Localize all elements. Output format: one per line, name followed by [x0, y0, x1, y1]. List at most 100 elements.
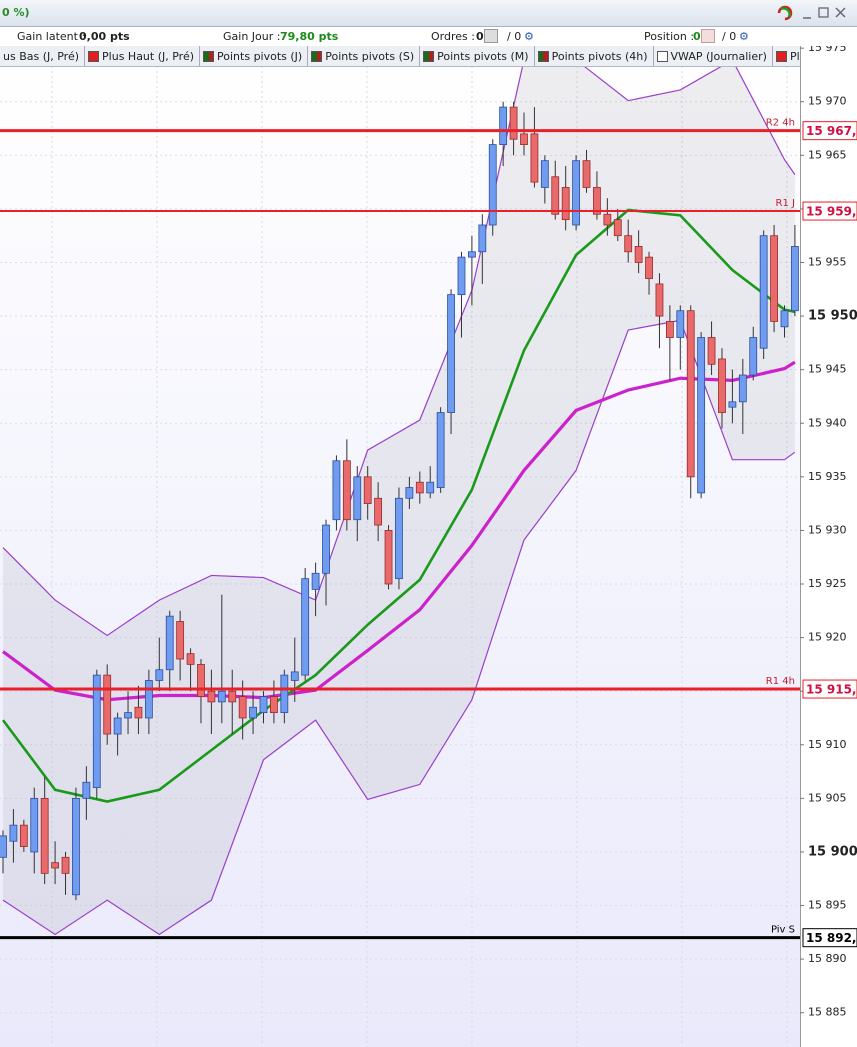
position-icon[interactable] [701, 29, 715, 43]
candle-body [603, 213, 612, 226]
candle-body [457, 256, 466, 296]
tab-swatch [775, 50, 787, 62]
candle-body [530, 133, 539, 183]
swatch-part [89, 51, 99, 61]
y-tick-label: 15 975 [808, 46, 847, 54]
candle-body [738, 374, 747, 403]
candle-body [488, 144, 497, 226]
candle-body [499, 106, 508, 145]
candle-body [395, 497, 403, 580]
candle-body [384, 530, 393, 585]
y-tick-label: 15 885 [808, 1006, 847, 1019]
candle-body [686, 310, 695, 478]
tab-label: us Bas (J, Pré) [3, 49, 80, 63]
candle-body [665, 321, 674, 338]
candle-body [92, 674, 101, 789]
candle-body [770, 235, 778, 322]
indicator-tab[interactable]: Points pivots (S) [308, 46, 421, 66]
candle-body [40, 797, 49, 874]
candle-body [645, 256, 653, 279]
level-tag [802, 121, 857, 141]
indicator-tab[interactable]: Plus Haut (M) [773, 46, 800, 66]
candle-body [697, 337, 706, 494]
y-tick-label: 15 935 [808, 470, 847, 483]
position-settings[interactable]: ⚙ [739, 30, 749, 43]
swatch-part [316, 51, 322, 61]
indicator-tabs: us Bas (J, Pré) Plus Haut (J, Pré) Points … [0, 46, 800, 67]
swatch-part [208, 51, 214, 61]
candle-body [290, 671, 299, 681]
candle-body [186, 653, 195, 665]
candle-body [134, 706, 143, 719]
candle-body [353, 476, 362, 521]
indicator-tab[interactable]: Points pivots (J) [200, 46, 309, 66]
candle-body [655, 283, 664, 317]
tab-swatch [311, 50, 323, 62]
level-label: R1 J [776, 198, 795, 209]
gain-jour-label: Gain Jour : [223, 30, 281, 43]
candle-body [374, 497, 383, 526]
candle-body [676, 310, 685, 338]
candle-body [280, 674, 289, 714]
candle-body [217, 690, 226, 703]
y-tick-label: 15 970 [808, 95, 847, 108]
price-axis [800, 46, 857, 1047]
candle-body [228, 690, 237, 703]
position-total: / 0 [722, 30, 737, 43]
candle-body [520, 133, 528, 145]
level-label: R1 4h [766, 676, 795, 687]
indicator-line [2, 59, 796, 637]
swatch-part [543, 51, 548, 61]
swatch-part [204, 51, 209, 61]
level-value-label: 15 892,0 [806, 931, 857, 945]
y-tick-label: 15 940 [808, 416, 847, 429]
window-controls [777, 5, 846, 21]
indicator-tab[interactable]: Points pivots (4h) [535, 46, 654, 66]
refresh-icon[interactable] [777, 5, 793, 21]
tab-swatch [88, 50, 100, 62]
indicator-tab[interactable]: Points pivots (M) [420, 46, 535, 66]
candle-body [718, 358, 726, 413]
tab-swatch [423, 50, 435, 62]
candle-body [436, 412, 445, 488]
candle-body [124, 712, 132, 719]
indicator-line [1, 208, 796, 803]
indicator-tab[interactable]: Plus Haut (J, Pré) [85, 46, 201, 66]
candle-body [509, 106, 518, 140]
candle-body [415, 481, 424, 494]
candle-body [363, 476, 372, 505]
level-tag [802, 201, 857, 221]
swatch-part [424, 51, 429, 61]
candle-body [259, 696, 268, 714]
y-tick-label: 15 965 [808, 148, 847, 161]
candle-body [447, 294, 455, 413]
maximize-button[interactable] [818, 7, 829, 18]
candle-body [238, 696, 247, 719]
tab-swatch [537, 50, 549, 62]
candle-body [467, 251, 476, 258]
y-tick-label: 15 910 [808, 738, 847, 751]
candle-body [540, 160, 549, 188]
candle-body [311, 572, 320, 590]
ordres-settings[interactable]: ⚙ [524, 30, 534, 43]
swatch-part [312, 51, 317, 61]
candle-body [728, 401, 737, 408]
y-tick-label: 15 925 [808, 577, 847, 590]
swatch-part [657, 51, 667, 61]
level-label: Piv S [771, 925, 795, 936]
y-tick-label: 15 930 [808, 523, 847, 536]
candle-body [176, 621, 185, 660]
level-value-label: 15 915,2 [806, 683, 857, 697]
candle-body [197, 663, 205, 697]
indicator-tab[interactable]: VWAP (Journalier) [654, 46, 773, 66]
position-label: Position : [644, 30, 695, 43]
ordres-icon[interactable] [484, 29, 498, 43]
tab-label: Points pivots (J) [217, 49, 303, 63]
candle-body [322, 524, 330, 574]
indicator-tab[interactable]: us Bas (J, Pré) [0, 46, 86, 66]
close-button[interactable] [835, 7, 846, 18]
candle-body [478, 224, 487, 253]
candle-body [426, 481, 435, 494]
candle-body [332, 460, 341, 521]
